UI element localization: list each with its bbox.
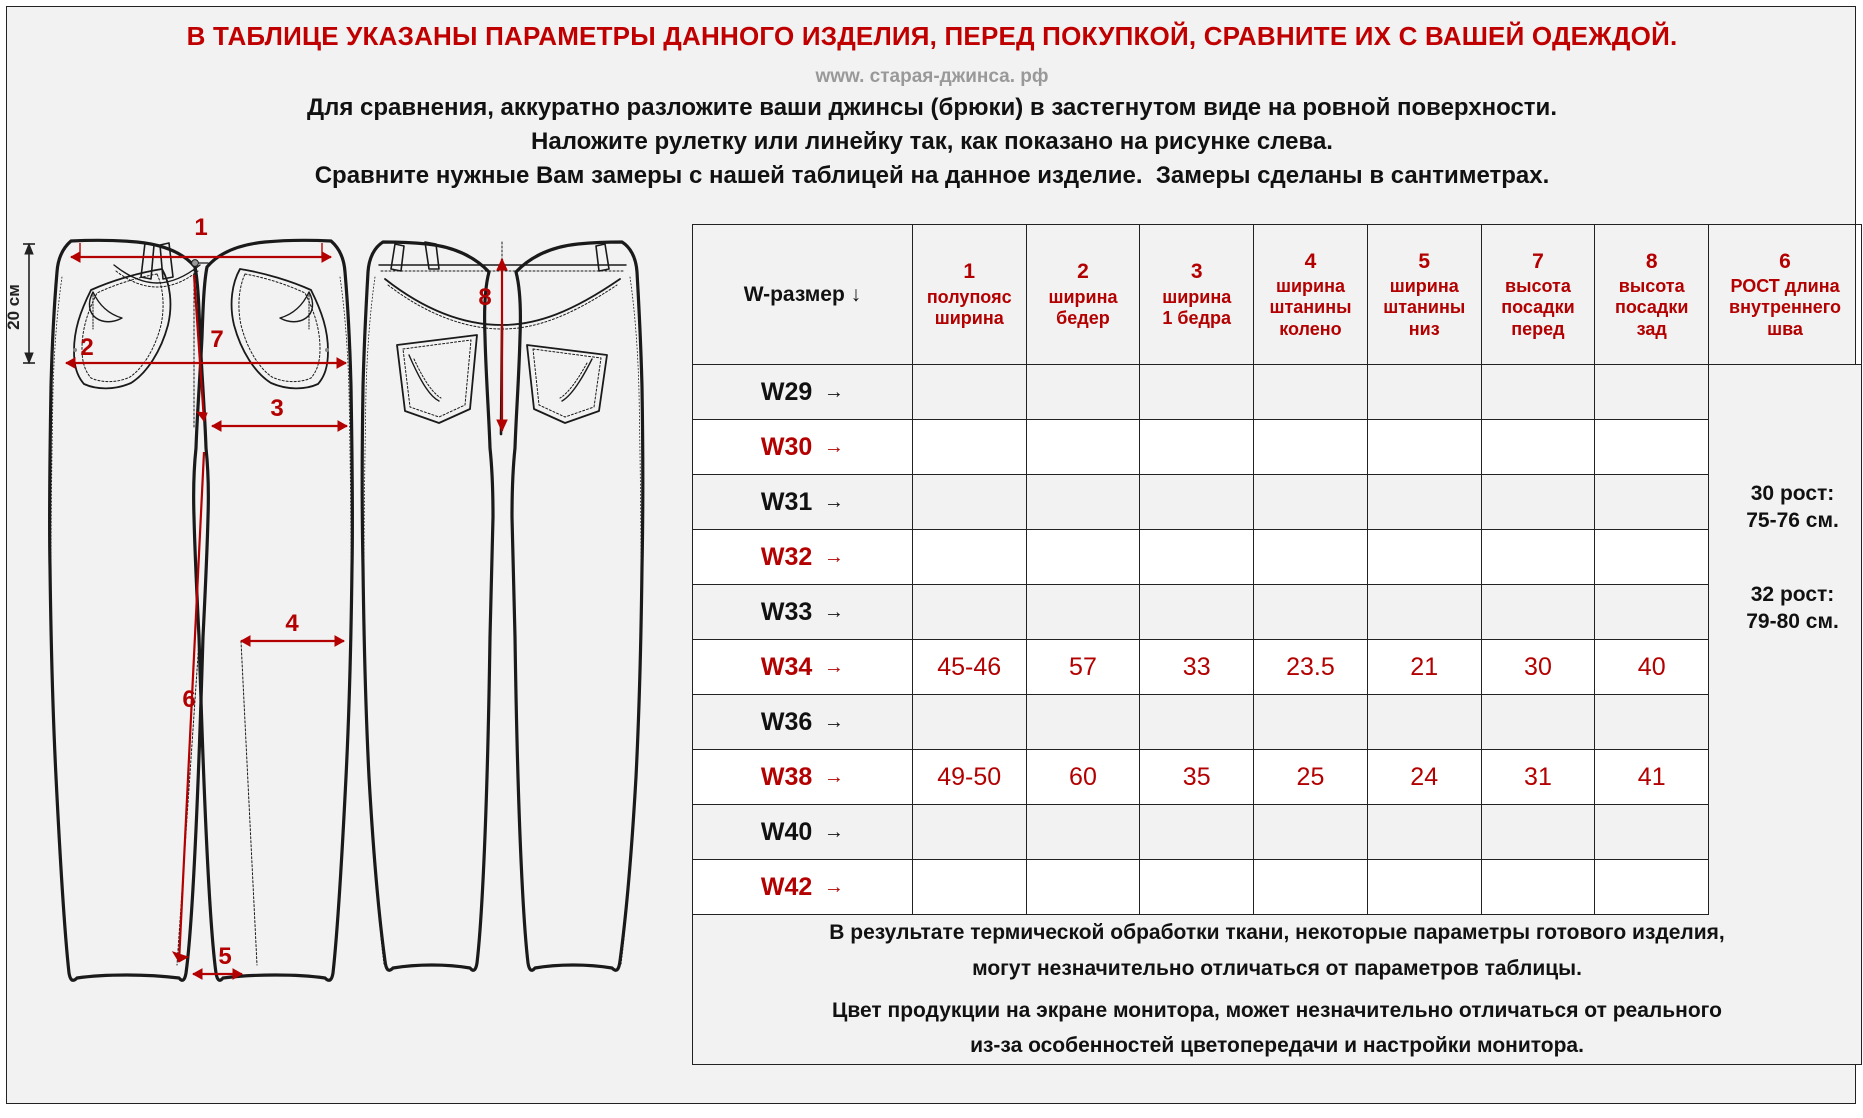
svg-text:8: 8 bbox=[478, 284, 491, 311]
svg-text:4: 4 bbox=[285, 610, 299, 637]
svg-text:1: 1 bbox=[194, 217, 207, 241]
svg-text:3: 3 bbox=[270, 395, 283, 422]
svg-text:6: 6 bbox=[182, 686, 195, 713]
svg-text:2: 2 bbox=[80, 334, 93, 361]
svg-text:7: 7 bbox=[210, 326, 223, 353]
svg-text:5: 5 bbox=[218, 943, 231, 970]
svg-text:20 см: 20 см bbox=[7, 284, 23, 330]
